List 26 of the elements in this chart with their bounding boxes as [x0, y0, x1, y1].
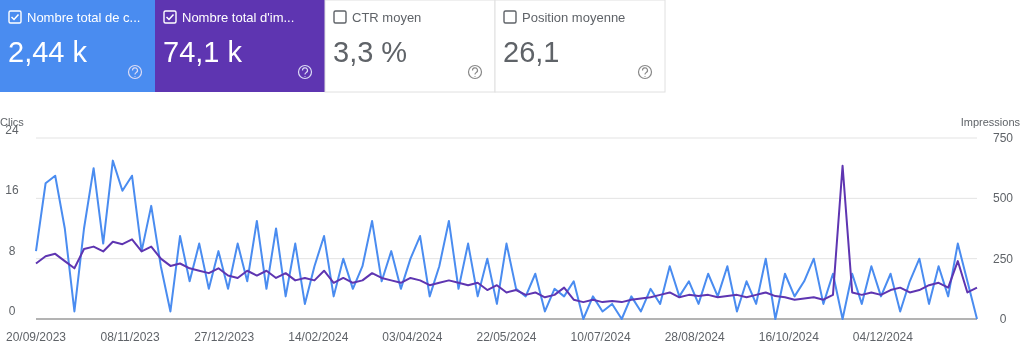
x-tick-label: 14/02/2024	[288, 330, 349, 344]
y-tick-label: 0	[8, 304, 16, 318]
x-tick-label: 28/08/2024	[664, 330, 726, 344]
text: CTR moyen	[352, 10, 422, 25]
text: Nombre total de c...	[27, 10, 141, 25]
x-tick-label: 16/10/2024	[758, 330, 820, 344]
text: 2,44 k	[8, 36, 88, 68]
x-tick-label: 04/12/2024	[852, 330, 914, 344]
text: Position moyenne	[522, 10, 626, 25]
x-tick-label: 27/12/2023	[194, 330, 255, 344]
text: Nombre total d'im...	[182, 10, 295, 25]
y2-tick-label: 750	[992, 131, 1014, 145]
y-tick-label: 8	[8, 243, 16, 258]
x-tick-label: 08/11/2023	[100, 330, 161, 344]
x-tick-label: 10/07/2024	[570, 330, 631, 344]
y-tick-label: 16	[5, 183, 19, 198]
x-tick-label: 22/05/2024	[476, 330, 537, 344]
x-tick-label: 20/09/2023	[5, 330, 67, 344]
text: 3,3 %	[333, 36, 408, 68]
y2-axis-title: Impressions	[960, 116, 1021, 128]
y2-tick-label: 250	[992, 251, 1014, 266]
text: 26,1	[503, 36, 560, 68]
y2-tick-label: 500	[992, 191, 1014, 206]
text: 74,1 k	[163, 36, 243, 68]
y2-tick-label: 0	[999, 312, 1007, 326]
x-tick-label: 03/04/2024	[382, 330, 443, 344]
